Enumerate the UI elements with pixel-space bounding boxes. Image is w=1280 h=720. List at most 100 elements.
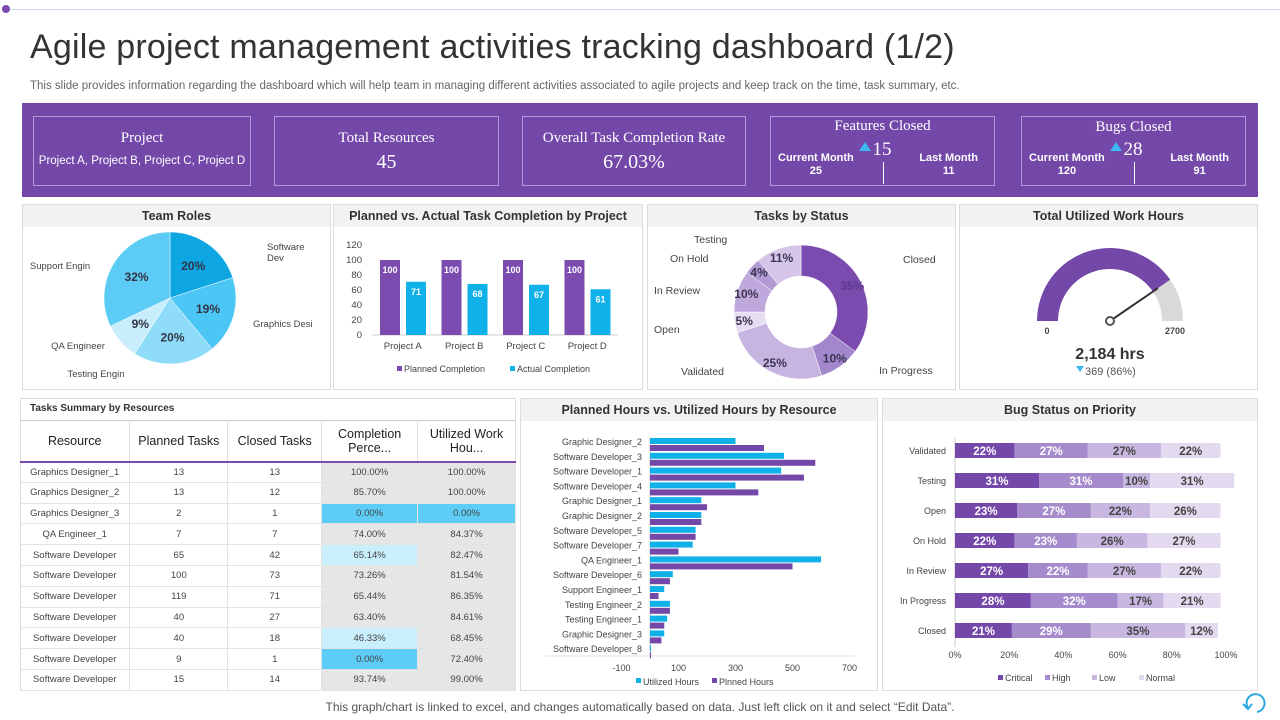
table-cell: 9 bbox=[129, 648, 229, 670]
slice-label: 11% bbox=[770, 251, 794, 265]
data-label: 27% bbox=[1113, 566, 1136, 578]
bar bbox=[650, 467, 782, 474]
table-cell: Software Developer bbox=[20, 607, 131, 629]
legend-swatch bbox=[1139, 675, 1144, 680]
current-month-label: Current Month bbox=[1029, 152, 1105, 164]
column-header[interactable]: Planned Tasks bbox=[129, 420, 229, 463]
x-tick-label: 700 bbox=[842, 663, 857, 673]
x-tick-label: Project B bbox=[445, 341, 484, 352]
donut-slice bbox=[757, 244, 802, 285]
table-cell: 68.45% bbox=[417, 627, 516, 650]
bar-segment bbox=[1150, 503, 1221, 518]
legend-label: Planned Completion bbox=[404, 364, 485, 374]
table-row[interactable]: Software Developer 15 14 93.74% 99.00% bbox=[20, 669, 516, 691]
bar bbox=[650, 563, 793, 570]
table-cell: 27 bbox=[227, 607, 323, 629]
slice-label: 20% bbox=[160, 331, 184, 345]
legend-label: QA Engineer bbox=[51, 341, 105, 352]
y-tick-label: Graphic Designer_1 bbox=[562, 496, 642, 506]
kpi-value: Project A, Project B, Project C, Project… bbox=[38, 155, 246, 167]
table-row[interactable]: Graphics Designer_3 2 1 0.00% 0.00% bbox=[20, 503, 516, 525]
legend-swatch bbox=[510, 366, 515, 371]
work-hours-panel[interactable]: Total Utilized Work Hours bbox=[959, 204, 1258, 390]
divider bbox=[882, 162, 884, 184]
bar bbox=[650, 519, 702, 525]
bar bbox=[650, 593, 659, 599]
table-row[interactable]: Software Developer 9 1 0.00% 72.40% bbox=[20, 648, 516, 670]
column-header[interactable]: Resource bbox=[20, 420, 131, 463]
bar bbox=[650, 586, 665, 592]
current-month-value: 120 bbox=[1057, 165, 1077, 177]
x-tick-label: 300 bbox=[728, 663, 743, 673]
table-cell: 1 bbox=[227, 503, 323, 525]
bar bbox=[650, 652, 651, 659]
data-label: 22% bbox=[973, 536, 996, 548]
y-tick-label: On Hold bbox=[913, 536, 946, 546]
table-row[interactable]: Graphics Designer_2 13 12 85.70% 100.00% bbox=[20, 482, 516, 504]
current-month: Current Month 25 bbox=[778, 152, 854, 178]
data-label: 23% bbox=[1034, 536, 1057, 548]
tasks-summary-table: Resource Planned Tasks Closed Tasks Complet… bbox=[20, 420, 516, 691]
table-cell: 74.00% bbox=[321, 523, 419, 546]
bar-segment bbox=[1117, 593, 1164, 608]
data-label: 35% bbox=[1126, 626, 1149, 638]
table-cell: 82.47% bbox=[417, 544, 516, 566]
x-tick-label: 40% bbox=[1054, 650, 1072, 660]
planned-actual-panel[interactable]: Planned vs. Actual Task Completion by Pr… bbox=[333, 204, 643, 390]
table-cell: 15 bbox=[129, 669, 229, 691]
panel-title: Total Utilized Work Hours bbox=[960, 205, 1257, 227]
legend-label: High bbox=[1052, 673, 1071, 683]
table-cell: 119 bbox=[129, 586, 229, 608]
column-header[interactable]: Closed Tasks bbox=[227, 420, 323, 463]
table-cell: 46.33% bbox=[321, 627, 419, 650]
last-month-value: 91 bbox=[1193, 165, 1206, 177]
y-tick-label: Testing bbox=[917, 476, 946, 486]
table-cell: Graphics Designer_2 bbox=[20, 482, 131, 504]
legend-label: Critical bbox=[1005, 673, 1033, 683]
table-row[interactable]: Software Developer 40 27 63.40% 84.61% bbox=[20, 607, 516, 629]
current-month: Current Month 120 bbox=[1029, 152, 1105, 178]
y-tick-label: 40 bbox=[351, 300, 362, 311]
data-label: 22% bbox=[1109, 506, 1132, 518]
bar-segment bbox=[955, 443, 1015, 458]
table-cell: 73.26% bbox=[321, 565, 419, 587]
pie-slice bbox=[169, 277, 237, 350]
bar bbox=[650, 578, 670, 585]
bar bbox=[650, 541, 693, 548]
table-cell: 81.54% bbox=[417, 565, 516, 587]
bar-segment bbox=[1150, 473, 1235, 488]
column-header[interactable]: Completion Perce... bbox=[321, 420, 419, 463]
table-row[interactable]: Software Developer 119 71 65.44% 86.35% bbox=[20, 586, 516, 608]
legend-label: Graphics Desi bbox=[253, 319, 313, 330]
y-tick-label: Software Developer_8 bbox=[553, 644, 642, 654]
bar-segment bbox=[1185, 623, 1218, 638]
bar bbox=[650, 482, 736, 489]
table-row[interactable]: QA Engineer_1 7 7 74.00% 84.37% bbox=[20, 523, 516, 546]
bar bbox=[650, 533, 696, 540]
y-tick-label: In Progress bbox=[900, 596, 947, 606]
kpi-label: Bugs Closed bbox=[1095, 119, 1172, 135]
data-label: 21% bbox=[1181, 596, 1204, 608]
panel-title: Planned vs. Actual Task Completion by Pr… bbox=[334, 205, 642, 227]
data-label: 27% bbox=[1040, 446, 1063, 458]
y-tick-label: Software Developer_3 bbox=[553, 452, 642, 462]
table-cell: 1 bbox=[227, 648, 323, 670]
table-row[interactable]: Graphics Designer_1 13 13 100.00% 100.00% bbox=[20, 461, 516, 483]
kpi-label: Features Closed bbox=[834, 118, 931, 134]
gauge-delta: 369 (86%) bbox=[1085, 366, 1136, 378]
column-header[interactable]: Utilized Work Hou... bbox=[417, 420, 516, 463]
table-cell: Graphics Designer_3 bbox=[20, 503, 131, 525]
refresh-icon[interactable] bbox=[1240, 688, 1270, 718]
kpi-label: Overall Task Completion Rate bbox=[542, 130, 726, 146]
y-tick-label: Software Developer_5 bbox=[553, 526, 642, 536]
table-row[interactable]: Software Developer 65 42 65.14% 82.47% bbox=[20, 544, 516, 566]
table-row[interactable]: Software Developer 40 18 46.33% 68.45% bbox=[20, 627, 516, 650]
tasks-status-panel[interactable]: Tasks by Status bbox=[647, 204, 956, 390]
data-label: 29% bbox=[1040, 626, 1063, 638]
data-label: 61 bbox=[595, 294, 605, 304]
kpi-value: 28 bbox=[1123, 139, 1143, 160]
bar bbox=[650, 512, 702, 518]
table-row[interactable]: Software Developer 100 73 73.26% 81.54% bbox=[20, 565, 516, 587]
y-tick-label: Validated bbox=[909, 446, 946, 456]
y-tick-label: Testing Engineer_2 bbox=[565, 600, 642, 610]
